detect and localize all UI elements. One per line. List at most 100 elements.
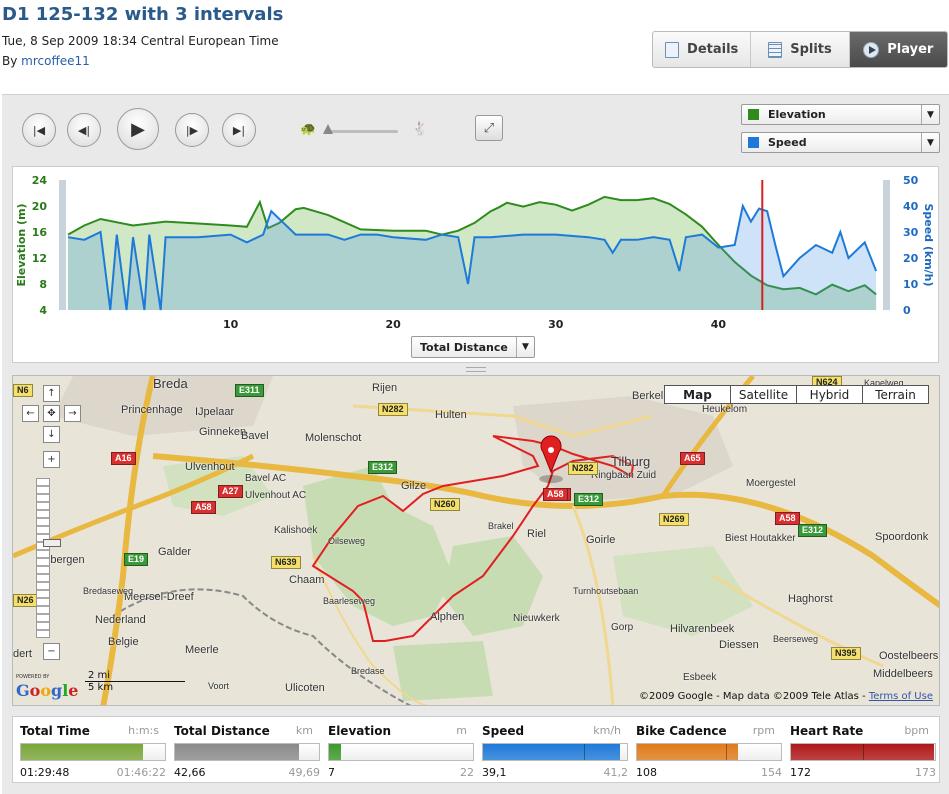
current-position-marker[interactable]: [540, 435, 562, 474]
secondary-series-select[interactable]: Speed ▼: [741, 132, 940, 153]
y2-tick-label: 0: [903, 304, 911, 317]
stats-bar: Total Time h:m:s 01:29:48 01:46:22 Total Dis…: [12, 716, 940, 783]
map-type-hybrid[interactable]: Hybrid: [796, 385, 863, 404]
playback-speed-slider[interactable]: 🐢 🐇: [300, 122, 430, 137]
x-tick-label: 10: [223, 318, 239, 331]
step-back-button[interactable]: ◀|: [67, 113, 101, 147]
series-line-speed: [67, 203, 878, 311]
motorway: [152, 453, 939, 609]
stat-label: Speed: [482, 724, 525, 738]
turtle-icon: 🐢: [300, 122, 317, 137]
map-type-satellite[interactable]: Satellite: [730, 385, 797, 404]
pan-center-button[interactable]: ✥: [43, 405, 60, 422]
map-place-label: Middelbeers: [873, 668, 933, 680]
zoom-slider-thumb[interactable]: [43, 539, 61, 547]
step-forward-button[interactable]: |▶: [175, 113, 209, 147]
stat-label: Total Distance: [174, 724, 270, 738]
stat-total-distance: Total Distance km 42,66 49,69: [167, 717, 320, 784]
map-type-terrain[interactable]: Terrain: [862, 385, 929, 404]
map-type-map[interactable]: Map: [664, 385, 731, 404]
x-axis-select[interactable]: Total Distance ▼: [411, 336, 535, 358]
stat-current-value: 39,1: [482, 766, 507, 779]
stat-elevation: Elevation m 7 22: [321, 717, 474, 784]
map-road-shield: N269: [659, 513, 689, 526]
elevation-speed-chart[interactable]: 4 8 12 16 20 24 0 10 20 30 40 50 10 20 30 40 Elevation (…: [13, 167, 940, 364]
step-back-icon: ◀|: [77, 123, 91, 137]
map-place-label: Goirle: [586, 534, 616, 546]
map-place-label: Brakel: [488, 521, 514, 531]
stat-current-value: 108: [636, 766, 657, 779]
skip-to-start-icon: |◀: [32, 123, 46, 137]
x-axis-select-label: Total Distance: [420, 340, 508, 354]
pan-right-button[interactable]: →: [64, 405, 81, 422]
zoom-in-button[interactable]: +: [43, 451, 60, 468]
arrow-up-icon: ↑: [47, 388, 56, 399]
route-line: [311, 435, 635, 642]
play-button[interactable]: ▶: [117, 108, 159, 150]
primary-series-select[interactable]: Elevation ▼: [741, 104, 940, 125]
play-triangle-icon: ▶: [131, 118, 145, 140]
map-place-label: Berkel: [632, 390, 664, 402]
y-tick-label: 8: [39, 278, 47, 291]
stat-max-value: 49,69: [288, 766, 321, 779]
map-road-shield: E311: [235, 384, 264, 397]
map-place-label: Breda: [153, 376, 188, 391]
map-place-label: Bavel: [241, 430, 269, 442]
fullscreen-button[interactable]: ⤢: [475, 115, 503, 141]
y2-tick-label: 40: [903, 200, 919, 213]
map-place-label: Molenschot: [305, 432, 362, 444]
skip-to-start-button[interactable]: |◀: [22, 113, 56, 147]
powered-by-label: POWERED BY: [16, 674, 50, 680]
main-road: [712, 574, 884, 668]
stat-unit: m: [456, 724, 467, 737]
map-place-label: Chaam: [289, 574, 325, 586]
zoom-out-button[interactable]: −: [43, 643, 60, 660]
chevron-down-icon: ▼: [921, 133, 939, 152]
zoom-slider-track[interactable]: [36, 478, 50, 638]
map-place-label: Gorp: [611, 622, 634, 633]
speed-thumb[interactable]: [322, 124, 333, 134]
right-axis-band: [883, 180, 890, 310]
resize-handle[interactable]: [466, 367, 486, 372]
tab-splits[interactable]: Splits: [751, 32, 850, 67]
arrow-down-icon: ↓: [47, 429, 56, 440]
chart-area[interactable]: 4 8 12 16 20 24 0 10 20 30 40 50 10 20 30 40 Elevation (…: [12, 166, 939, 363]
stat-unit: h:m:s: [128, 724, 159, 737]
map-road-shield: E19: [124, 553, 149, 566]
expand-icon: ⤢: [483, 120, 495, 136]
series-line-elevation: [67, 195, 877, 296]
activity-date: Tue, 8 Sep 2009 18:34 Central European T…: [2, 34, 279, 48]
pan-up-button[interactable]: ↑: [43, 385, 60, 402]
map-tiles[interactable]: [13, 376, 940, 706]
map-place-label: Meersel-Dreef: [124, 591, 194, 603]
map-place-label: Biest Houtakker: [725, 533, 796, 544]
tab-details[interactable]: Details: [653, 32, 752, 67]
stat-max-value: 173: [915, 766, 936, 779]
y-tick-label: 24: [32, 174, 48, 187]
pan-down-button[interactable]: ↓: [43, 426, 60, 443]
table-icon: [768, 41, 783, 58]
route-map[interactable]: Breda Princenhage IJpelaar Ginneken Molensch…: [12, 375, 940, 706]
stat-bar-fill: [329, 744, 341, 760]
tab-player[interactable]: Player: [849, 32, 947, 67]
view-tabs: Details Splits Player: [652, 31, 948, 68]
terms-of-use-link[interactable]: Terms of Use: [868, 691, 933, 702]
map-place-label: Spoordonk: [875, 531, 929, 543]
skip-to-end-button[interactable]: ▶|: [222, 113, 256, 147]
map-place-label: Galder: [158, 546, 192, 558]
forest-area: [613, 546, 753, 636]
play-icon: [863, 41, 880, 58]
speed-swatch: [748, 137, 759, 148]
stat-label: Elevation: [328, 724, 392, 738]
y-tick-label: 12: [32, 252, 47, 265]
minus-icon: −: [47, 646, 56, 657]
y-tick-label: 20: [32, 200, 48, 213]
y2-tick-label: 50: [903, 174, 919, 187]
forest-area: [443, 536, 543, 636]
author-link[interactable]: mrcoffee11: [21, 54, 90, 68]
pan-left-button[interactable]: ←: [22, 405, 39, 422]
map-place-label: Princenhage: [121, 404, 183, 416]
map-place-label: Bredase: [351, 666, 385, 676]
map-place-label: Heukelom: [702, 404, 748, 415]
recenter-icon: ✥: [47, 408, 56, 419]
